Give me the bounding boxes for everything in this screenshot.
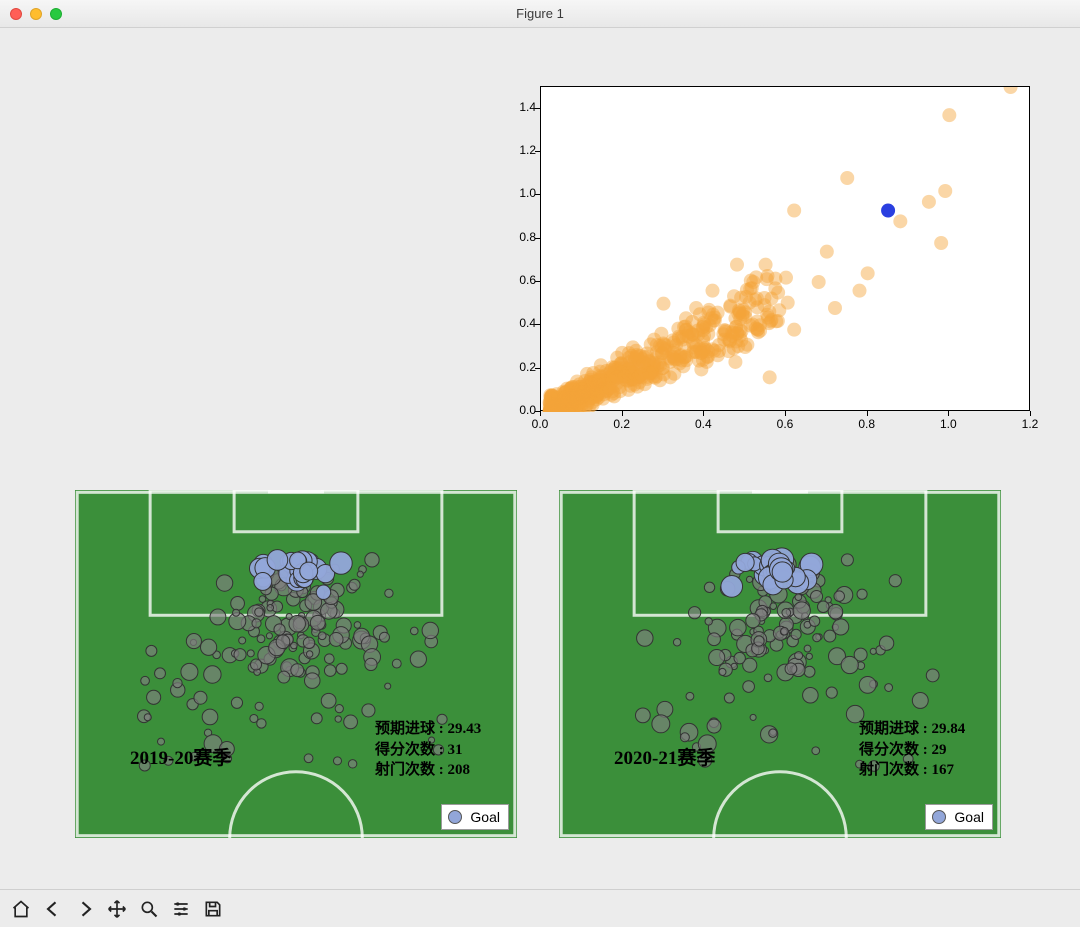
mpl-toolbar (0, 889, 1080, 927)
goals-label: 得分次数 (859, 742, 919, 758)
window-title: Figure 1 (0, 6, 1080, 21)
save-button[interactable] (198, 894, 228, 924)
xg-value: 29.43 (448, 721, 482, 737)
legend-right: Goal (925, 804, 993, 830)
legend-label: Goal (954, 809, 984, 825)
pitch-2019-20: 2019-20赛季 预期进球 : 29.43 得分次数 : 31 射门次数 : … (75, 490, 517, 838)
pitch-lines-left (75, 490, 517, 838)
home-button[interactable] (6, 894, 36, 924)
arrow-left-icon (43, 899, 63, 919)
scatter-plot (540, 86, 1030, 411)
season-label-left: 2019-20赛季 (130, 743, 231, 770)
xg-label: 预期进球 (859, 721, 919, 737)
goals-label: 得分次数 (375, 742, 435, 758)
close-icon[interactable] (10, 8, 22, 20)
stats-left: 预期进球 : 29.43 得分次数 : 31 射门次数 : 208 (375, 719, 481, 780)
legend-marker-icon (448, 810, 462, 824)
pitch-lines-right (559, 490, 1001, 838)
shots-label: 射门次数 (859, 762, 919, 778)
goals-value: 31 (448, 742, 463, 758)
scatter-svg (541, 87, 1031, 412)
legend-left: Goal (441, 804, 509, 830)
shots-value: 167 (932, 762, 955, 778)
window-controls (10, 8, 62, 20)
season-label-right: 2020-21赛季 (614, 743, 715, 770)
zoom-window-icon[interactable] (50, 8, 62, 20)
home-icon (11, 899, 31, 919)
back-button[interactable] (38, 894, 68, 924)
xg-value: 29.84 (932, 721, 966, 737)
magnify-icon (139, 899, 159, 919)
zoom-button[interactable] (134, 894, 164, 924)
legend-marker-icon (932, 810, 946, 824)
window-titlebar: Figure 1 (0, 0, 1080, 28)
sliders-icon (171, 899, 191, 919)
minimize-icon[interactable] (30, 8, 42, 20)
configure-subplots-button[interactable] (166, 894, 196, 924)
xg-label: 预期进球 (375, 721, 435, 737)
goals-value: 29 (932, 742, 947, 758)
figure-canvas: 0.00.20.40.60.81.01.20.00.20.40.60.81.01… (0, 28, 1080, 889)
pan-button[interactable] (102, 894, 132, 924)
move-icon (107, 899, 127, 919)
pitch-2020-21: 2020-21赛季 预期进球 : 29.84 得分次数 : 29 射门次数 : … (559, 490, 1001, 838)
shots-value: 208 (448, 762, 471, 778)
forward-button[interactable] (70, 894, 100, 924)
save-icon (203, 899, 223, 919)
legend-label: Goal (470, 809, 500, 825)
arrow-right-icon (75, 899, 95, 919)
shots-label: 射门次数 (375, 762, 435, 778)
stats-right: 预期进球 : 29.84 得分次数 : 29 射门次数 : 167 (859, 719, 965, 780)
